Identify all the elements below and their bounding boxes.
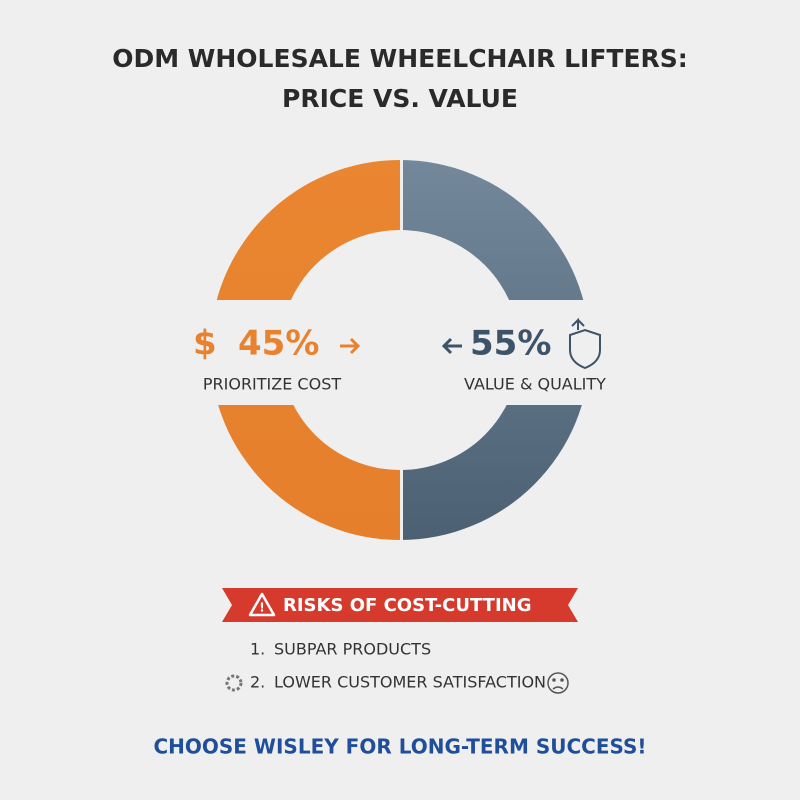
item-number: 1. — [250, 640, 265, 659]
left-value: 45% — [238, 324, 319, 364]
ring-cut — [195, 300, 605, 405]
item-text: LOWER CUSTOMER SATISFACTION — [274, 673, 546, 692]
arrow-right — [340, 337, 361, 355]
quality-icon — [569, 317, 601, 370]
risk-title: RISKS OF COST-CUTTING — [283, 595, 531, 616]
item-number: 2. — [250, 673, 265, 692]
title-line: PRICE VS. VALUE — [282, 84, 518, 113]
arrow-left — [441, 337, 462, 355]
left-label: PRIORITIZE COST — [203, 375, 341, 394]
left-symbol: $ — [193, 324, 217, 364]
gear-icon — [225, 674, 243, 692]
ring-right — [400, 160, 590, 540]
footer-text: CHOOSE WISLEY FOR LONG-TERM SUCCESS! — [153, 735, 646, 759]
warning-icon — [248, 592, 276, 617]
risk-banner — [222, 588, 578, 622]
title-line: ODM WHOLESALE WHEELCHAIR LIFTERS: — [112, 44, 688, 73]
right-label: VALUE & QUALITY — [464, 375, 606, 394]
item-text: SUBPAR PRODUCTS — [274, 640, 431, 659]
right-value: 55% — [470, 324, 551, 364]
warning-mark: ! — [259, 601, 264, 615]
sad-face-icon — [547, 672, 569, 694]
ring-left — [210, 160, 400, 540]
